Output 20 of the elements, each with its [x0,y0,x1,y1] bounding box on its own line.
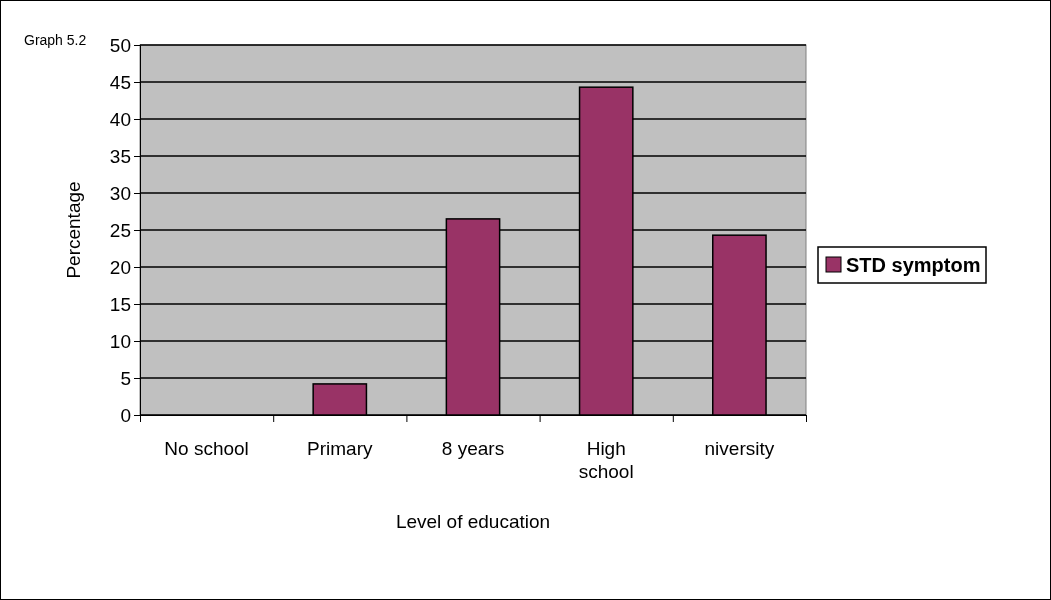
y-axis-title: Percentage [63,181,84,279]
y-tick-label: 45 [109,71,131,93]
y-tick-label: 30 [109,182,131,204]
y-tick-label: 0 [120,404,131,426]
x-tick-label: No school [164,438,249,459]
y-tick-label: 25 [109,219,131,241]
x-tick-label: High school [578,438,634,482]
y-tick-label: 10 [109,330,131,352]
x-tick-label: niversity [704,438,775,459]
y-tick-label: 40 [109,108,131,130]
legend-label: STD symptom [846,254,981,276]
x-tick-label: 8 years [441,438,505,459]
y-tick-label: 5 [120,367,131,389]
y-tick-label: 35 [109,145,131,167]
x-tick-label: Primary [307,438,374,459]
y-tick-label: 20 [109,256,131,278]
x-axis-title: Level of education [395,511,551,532]
chart-title: Graph 5.2 [24,32,87,48]
y-tick-label: 15 [109,293,131,315]
y-tick-label: 50 [109,34,131,56]
